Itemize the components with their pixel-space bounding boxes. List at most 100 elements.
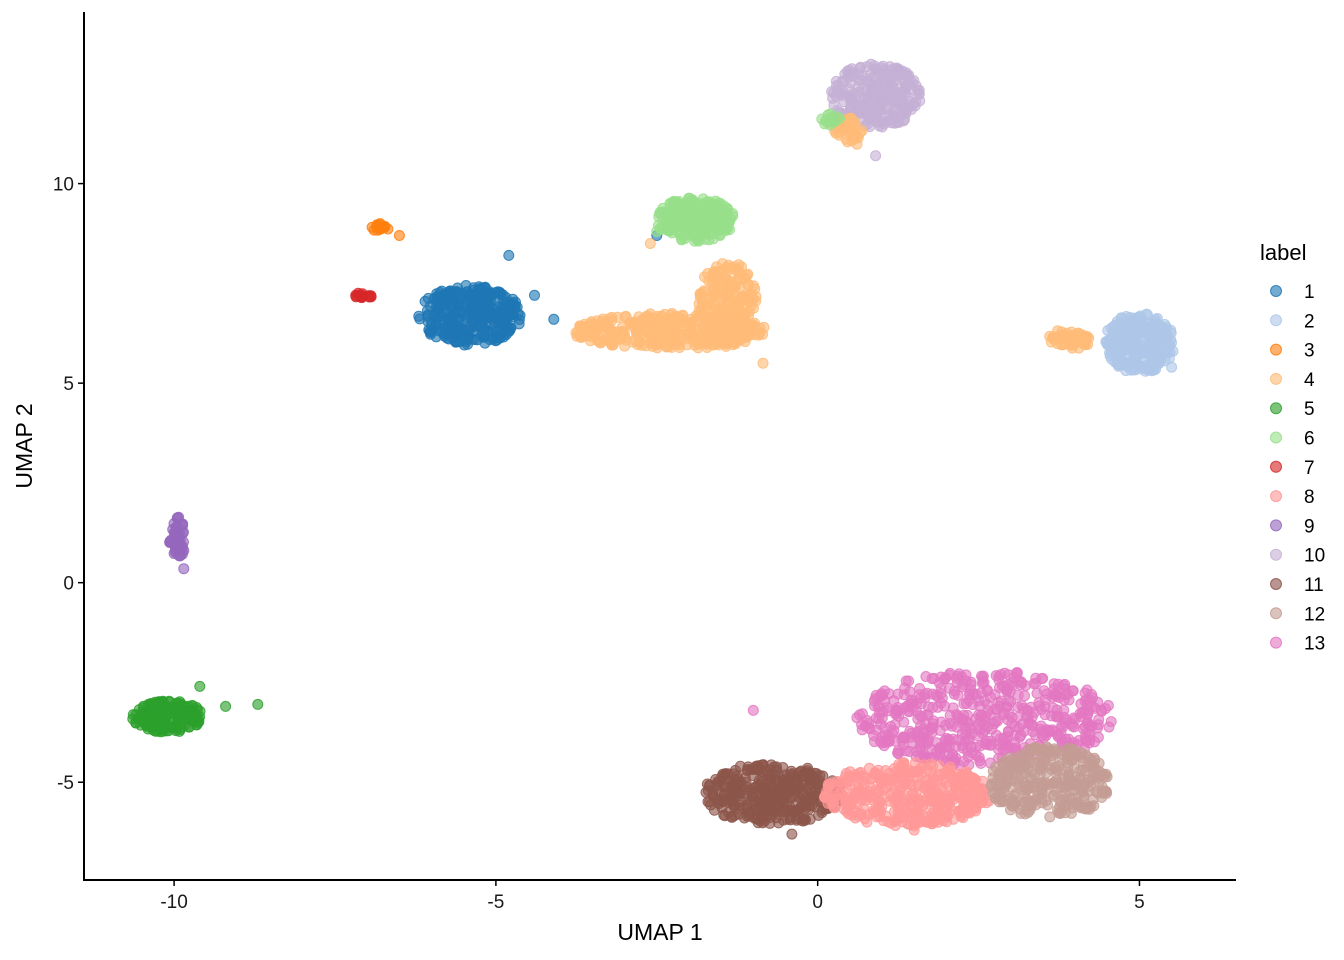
data-point xyxy=(927,722,939,734)
data-point xyxy=(915,762,927,774)
data-point xyxy=(998,707,1010,718)
data-point xyxy=(1054,801,1066,813)
cluster-9-points xyxy=(164,511,190,575)
data-point xyxy=(630,327,642,339)
data-point xyxy=(964,722,976,734)
data-point xyxy=(748,302,759,314)
x-tick-label: 0 xyxy=(812,892,823,913)
data-point xyxy=(963,694,975,706)
data-point xyxy=(1124,342,1136,353)
legend-key xyxy=(1270,607,1282,620)
data-point xyxy=(710,221,722,233)
data-point xyxy=(1080,735,1092,747)
data-point xyxy=(1012,689,1024,701)
data-point xyxy=(832,111,844,123)
data-point xyxy=(194,680,206,692)
data-point xyxy=(844,90,856,102)
data-point xyxy=(1095,704,1107,716)
data-point xyxy=(220,700,232,712)
data-point xyxy=(922,701,934,713)
data-point xyxy=(1097,787,1109,799)
legend-key xyxy=(1270,460,1282,473)
data-point xyxy=(1065,746,1077,758)
data-point xyxy=(935,716,947,728)
legend-key xyxy=(1270,431,1282,444)
cluster-6-points xyxy=(816,108,845,131)
data-point xyxy=(1159,319,1171,330)
legend-item-8: 8 xyxy=(1270,487,1315,508)
data-point xyxy=(438,330,450,342)
data-point xyxy=(716,324,728,336)
data-point xyxy=(951,721,963,733)
cluster-8-points xyxy=(819,757,995,836)
data-point xyxy=(716,802,728,814)
data-point xyxy=(805,786,817,798)
data-point xyxy=(627,336,638,348)
cluster-2-points xyxy=(1100,308,1179,377)
data-point xyxy=(1062,331,1074,343)
legend-key xyxy=(1270,402,1282,415)
data-point xyxy=(843,771,855,783)
data-point xyxy=(891,813,903,825)
data-point xyxy=(831,775,843,787)
data-point xyxy=(944,709,956,721)
data-point xyxy=(485,311,497,323)
data-point xyxy=(636,339,648,351)
data-point xyxy=(683,318,695,330)
data-point xyxy=(175,724,186,735)
cluster-12-points xyxy=(985,741,1113,823)
cluster-10-points xyxy=(826,58,926,162)
data-point xyxy=(726,811,738,823)
data-point xyxy=(903,746,915,757)
data-point xyxy=(713,287,725,299)
data-point xyxy=(734,776,746,788)
points-layer xyxy=(127,58,1179,840)
data-point xyxy=(964,771,976,783)
legend-item-7: 7 xyxy=(1270,458,1315,479)
data-point xyxy=(1136,316,1148,328)
data-point xyxy=(783,804,795,816)
data-point xyxy=(1059,717,1071,728)
data-point xyxy=(529,289,540,301)
data-point xyxy=(870,150,882,162)
legend-item-12: 12 xyxy=(1270,604,1325,625)
data-point xyxy=(1125,364,1137,376)
data-point xyxy=(756,776,768,788)
data-point xyxy=(897,102,909,114)
data-point xyxy=(926,812,938,824)
data-point xyxy=(1062,762,1074,774)
data-point xyxy=(670,196,682,208)
data-point xyxy=(944,761,956,773)
data-point xyxy=(951,672,963,684)
data-point xyxy=(717,258,728,270)
data-point xyxy=(859,92,870,104)
data-point xyxy=(922,736,934,748)
data-point xyxy=(1036,797,1048,809)
data-point xyxy=(734,266,745,278)
data-point xyxy=(1087,794,1099,806)
data-point xyxy=(738,812,750,824)
data-point xyxy=(174,550,186,562)
data-point xyxy=(693,235,705,247)
data-point xyxy=(1151,354,1162,366)
data-point xyxy=(974,755,986,767)
data-point xyxy=(1003,752,1015,764)
legend-item-3: 3 xyxy=(1270,341,1315,362)
data-point xyxy=(252,698,264,710)
data-point xyxy=(883,83,895,95)
data-point xyxy=(1011,667,1023,679)
data-point xyxy=(1074,765,1086,777)
data-point xyxy=(1068,721,1080,733)
data-point xyxy=(851,712,863,724)
cluster-4-points xyxy=(829,112,868,150)
data-point xyxy=(641,322,653,334)
data-point xyxy=(445,293,457,305)
data-point xyxy=(146,704,158,715)
data-point xyxy=(1063,694,1075,706)
data-point xyxy=(865,58,877,70)
data-point xyxy=(933,800,944,812)
data-point xyxy=(135,714,147,726)
data-point xyxy=(965,679,977,691)
data-point xyxy=(954,773,966,785)
data-point xyxy=(926,688,938,700)
